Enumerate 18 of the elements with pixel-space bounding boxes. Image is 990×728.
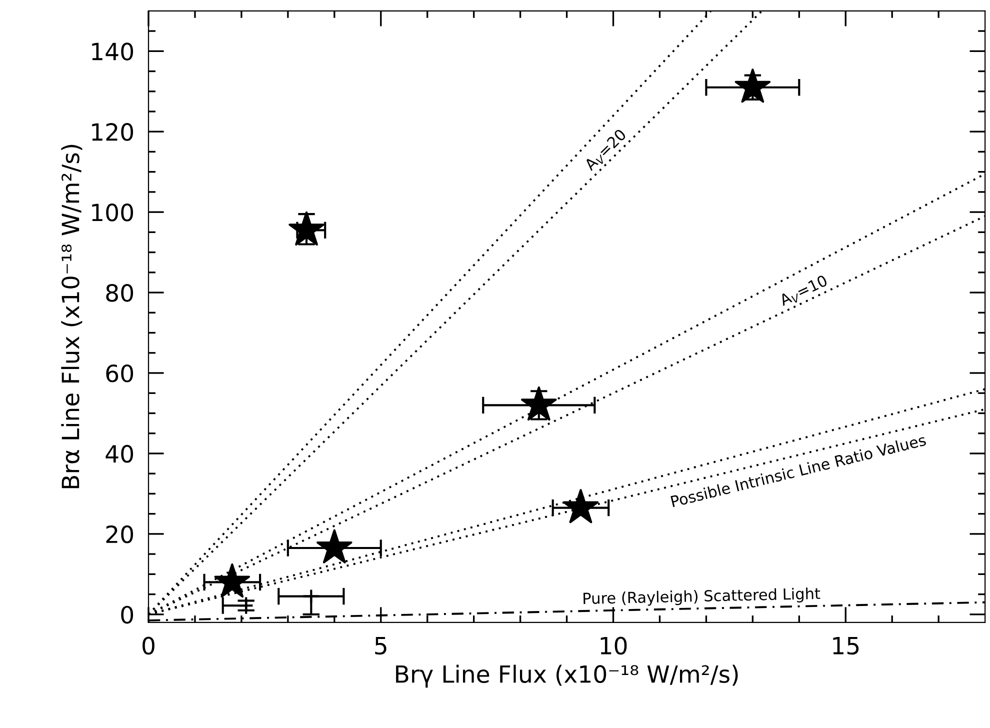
x-tick-label: 10 [600, 636, 627, 655]
y-tick-label: 80 [106, 284, 134, 302]
y-tick-label: 20 [106, 525, 134, 544]
annotation: A$_{V}$=20 [583, 128, 628, 173]
annotation: A$_{V}$=10 [778, 274, 829, 308]
y-tick-label: 140 [92, 42, 134, 60]
x-tick-label: 0 [142, 636, 154, 655]
y-tick-label: 60 [106, 364, 134, 382]
y-tick-label: 0 [121, 606, 134, 624]
x-tick-label: 15 [833, 637, 859, 655]
y-axis-title: Brα Line Flux (x10⁻¹⁸ W/m²/s) [61, 144, 82, 488]
annotation: Possible Intrinsic Line Ratio Values [670, 434, 926, 508]
x-axis-title: Brγ Line Flux (x10⁻¹⁸ W/m²/s) [396, 664, 738, 688]
y-tick-label: 100 [92, 204, 134, 222]
annotation: Pure (Rayleigh) Scattered Light [583, 587, 820, 608]
x-tick-label: 5 [375, 637, 386, 655]
y-tick-label: 120 [92, 123, 134, 141]
y-tick-label: 40 [106, 444, 134, 463]
